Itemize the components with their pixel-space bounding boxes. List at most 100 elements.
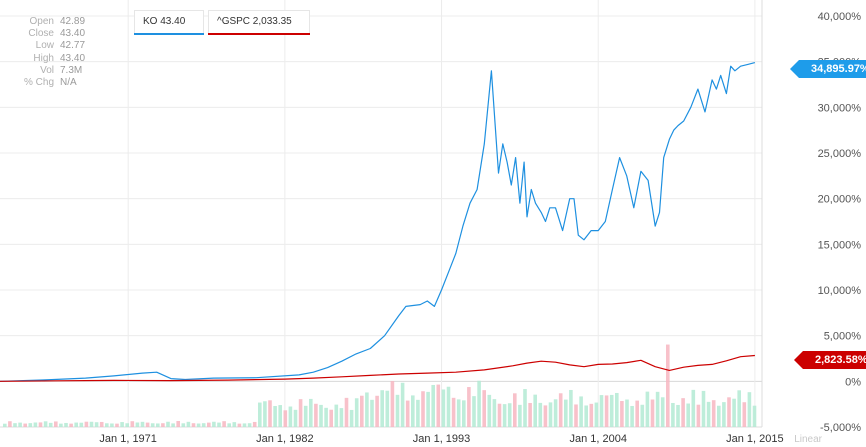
volume-bar <box>18 422 22 427</box>
volume-bar <box>278 405 282 427</box>
volume-bar <box>268 400 272 427</box>
info-value: 42.77 <box>60 40 86 52</box>
info-key: High <box>33 52 54 64</box>
info-key: % Chg <box>23 77 54 89</box>
info-key: Vol <box>40 64 54 76</box>
volume-bar <box>207 422 211 427</box>
y-tick-label: 40,000% <box>818 11 862 23</box>
x-tick-label: Jan 1, 2015 <box>726 433 784 445</box>
volume-bar <box>176 421 180 427</box>
volume-bar <box>523 389 527 427</box>
horizontal-gridlines <box>0 15 762 428</box>
volume-bar <box>696 404 701 427</box>
volume-bar <box>334 404 339 427</box>
volume-bar <box>375 395 379 427</box>
volume-bar <box>548 402 553 427</box>
volume-bar <box>615 392 619 427</box>
legend-label-gspc: ^GSPC 2,033.35 <box>217 16 292 27</box>
x-axis-tick-labels: Jan 1, 1971 Jan 1, 1982 Jan 1, 1993 Jan 1, … <box>99 433 783 445</box>
volume-bar <box>237 423 242 427</box>
volume-bar <box>242 423 247 427</box>
x-tick-label: Jan 1, 1982 <box>256 433 314 445</box>
y-tick-label: 15,000% <box>818 239 862 251</box>
volume-bar <box>686 403 690 427</box>
volume-bar <box>558 393 563 427</box>
volume-bar <box>38 422 43 427</box>
volume-bar <box>385 390 390 427</box>
volume-bar <box>380 390 384 427</box>
volume-bar <box>196 423 201 427</box>
y-tick-label: 20,000% <box>818 194 862 206</box>
volume-bar <box>681 398 685 427</box>
volume-bar <box>589 403 594 427</box>
volume-bar <box>717 405 721 427</box>
legend-item-ko[interactable]: KO 43.40 <box>134 10 204 35</box>
info-value: 42.89 <box>60 16 86 27</box>
volume-bar <box>3 423 7 427</box>
volume-bar <box>482 390 486 427</box>
volume-bar <box>171 423 175 427</box>
legend-item-gspc[interactable]: ^GSPC 2,033.35 <box>208 10 310 35</box>
volume-bar <box>186 421 191 427</box>
volume-bar <box>390 381 395 427</box>
volume-bar <box>446 386 451 427</box>
scale-toggle-linear[interactable]: Linear <box>794 434 822 445</box>
volume-bar <box>23 423 27 427</box>
volume-bar <box>594 402 599 427</box>
volume-bar <box>426 391 430 427</box>
volume-bar <box>676 404 680 427</box>
volume-bar <box>298 399 303 427</box>
volume-bar <box>660 397 665 427</box>
info-value: N/A <box>60 77 77 89</box>
volume-bar <box>370 399 374 427</box>
volume-bar <box>324 407 328 427</box>
volume-bar <box>640 404 645 427</box>
volume-bar <box>411 395 415 427</box>
volume-bar <box>344 397 349 427</box>
volume-bar <box>584 405 588 427</box>
volume-bar <box>706 401 711 427</box>
volume-bar <box>59 423 63 427</box>
y-tick-label: -5,000% <box>820 422 861 434</box>
info-value: 43.40 <box>60 52 86 64</box>
volume-bar <box>74 422 78 427</box>
info-row-low: Low 42.77 <box>8 40 85 52</box>
volume-bar <box>227 423 231 427</box>
volume-bar <box>258 402 262 427</box>
info-row-vol: Vol 7.3M <box>8 65 85 77</box>
info-key: Low <box>35 40 54 52</box>
volume-bar <box>303 405 308 427</box>
volume-bar <box>222 421 226 427</box>
volume-bar <box>309 398 313 427</box>
volume-bar <box>737 390 741 427</box>
volume-bar <box>431 384 435 427</box>
volume-bar <box>130 421 135 427</box>
ohlc-info-panel: Open 42.89 Close 43.40 Low 42.77 High 43.40 … <box>8 16 85 89</box>
volume-bar <box>609 394 614 427</box>
volume-bar <box>405 400 410 427</box>
volume-bar <box>125 423 129 427</box>
volume-bar <box>115 423 119 427</box>
legend-color-bar-ko <box>134 33 204 35</box>
volume-bar <box>201 423 206 427</box>
volume-bar <box>283 410 288 427</box>
volume-bar <box>395 394 400 427</box>
volume-bar <box>747 392 752 427</box>
volume-bar <box>161 423 165 427</box>
volume-bar <box>191 423 196 427</box>
volume-bar <box>635 400 639 427</box>
y-tick-label: 25,000% <box>818 148 862 160</box>
volume-bar <box>354 398 359 427</box>
volume-bar <box>625 399 629 427</box>
volume-bar <box>564 399 568 427</box>
volume-bar <box>711 400 716 427</box>
series-line-ko <box>0 62 756 382</box>
volume-bar <box>528 402 532 427</box>
info-value: 7.3M <box>60 64 83 76</box>
info-row-open: Open 42.89 <box>8 16 86 28</box>
volume-bar <box>477 380 481 427</box>
volume-bar <box>727 397 731 427</box>
volume-bar <box>666 344 670 427</box>
volume-bar <box>400 382 405 427</box>
